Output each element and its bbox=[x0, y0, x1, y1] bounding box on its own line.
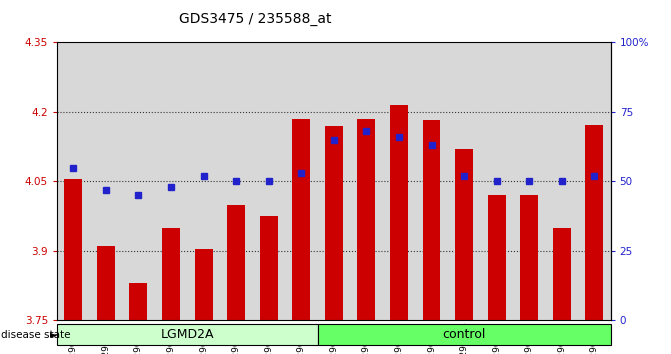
Bar bbox=[350, 42, 382, 320]
Bar bbox=[57, 42, 90, 320]
Text: GDS3475 / 235588_at: GDS3475 / 235588_at bbox=[178, 12, 331, 27]
Bar bbox=[513, 42, 546, 320]
Bar bbox=[358, 119, 375, 320]
Bar bbox=[520, 195, 538, 320]
Bar bbox=[162, 228, 180, 320]
Bar bbox=[480, 42, 513, 320]
Bar bbox=[187, 42, 220, 320]
Text: ►: ► bbox=[50, 330, 58, 339]
Bar bbox=[293, 119, 310, 320]
Bar bbox=[415, 42, 448, 320]
Bar bbox=[317, 42, 350, 320]
Bar bbox=[488, 195, 505, 320]
Bar bbox=[90, 42, 122, 320]
Bar bbox=[97, 246, 115, 320]
Bar bbox=[155, 42, 187, 320]
Bar bbox=[578, 42, 611, 320]
Bar bbox=[64, 179, 83, 320]
Bar bbox=[448, 42, 480, 320]
Bar bbox=[382, 42, 415, 320]
Bar bbox=[423, 120, 440, 320]
Text: control: control bbox=[442, 328, 486, 341]
Bar bbox=[260, 216, 278, 320]
Bar bbox=[252, 42, 285, 320]
Bar bbox=[122, 42, 155, 320]
Bar bbox=[220, 42, 252, 320]
Bar bbox=[390, 105, 408, 320]
Bar bbox=[585, 125, 603, 320]
Bar bbox=[227, 205, 245, 320]
Text: disease state: disease state bbox=[1, 330, 71, 339]
Bar bbox=[325, 126, 343, 320]
Text: LGMD2A: LGMD2A bbox=[160, 328, 214, 341]
Bar bbox=[455, 149, 473, 320]
Bar bbox=[130, 283, 148, 320]
Bar bbox=[195, 249, 213, 320]
Bar bbox=[553, 228, 571, 320]
Bar bbox=[546, 42, 578, 320]
Bar bbox=[285, 42, 317, 320]
